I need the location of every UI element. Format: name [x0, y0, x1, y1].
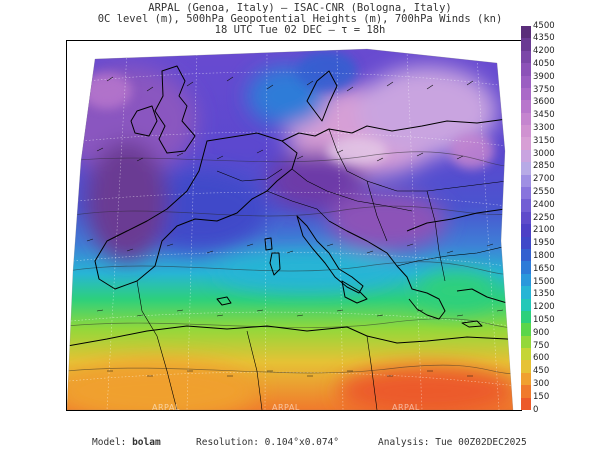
- colorbar-label: 450: [533, 366, 550, 377]
- freezing-level-field: [67, 49, 513, 410]
- colorbar-label: 1950: [533, 238, 555, 249]
- coastlines: [67, 65, 513, 347]
- colorbar-label: 3600: [533, 97, 555, 108]
- map-canvas: [67, 48, 514, 410]
- colorbar-swatch: [521, 348, 531, 361]
- colorbar-label: 3450: [533, 110, 555, 121]
- title-line-2: 0C level (m), 500hPa Geopotential Height…: [97, 13, 503, 25]
- graticule: [68, 50, 513, 410]
- colorbar-label: 150: [533, 391, 550, 402]
- colorbar-label: 1050: [533, 314, 555, 325]
- colorbar-label: 2400: [533, 199, 555, 210]
- colorbar-swatch: [521, 211, 531, 225]
- colorbar-label: 2850: [533, 161, 555, 172]
- analysis-info: Analysis: Tue 00Z02DEC2025: [378, 437, 527, 448]
- wind-barbs: [86, 76, 504, 377]
- colorbar-label: 1650: [533, 263, 555, 274]
- colorbar-label: 4350: [533, 33, 555, 44]
- colorbar-swatch: [521, 298, 531, 312]
- colorbar-labels: 4500 4350 4200 4050 3900 3750 3600 3450 3300 3150…: [533, 21, 593, 414]
- colorbar-label: 900: [533, 327, 550, 338]
- title-line-3: 18 UTC Tue 02 DEC — τ = 18h: [214, 24, 386, 36]
- colorbar-label: 3300: [533, 122, 555, 133]
- colorbar-label: 300: [533, 378, 550, 389]
- colorbar-swatch: [521, 323, 531, 337]
- colorbar-swatch: [521, 87, 531, 101]
- colorbar-label: 2700: [533, 174, 555, 185]
- colorbar-swatch: [521, 224, 531, 238]
- colorbar-label: 3000: [533, 148, 555, 159]
- colorbar-swatch: [521, 385, 531, 399]
- colorbar-label: 1500: [533, 276, 555, 287]
- colorbar-label: 1200: [533, 302, 555, 313]
- colorbar-swatch: [521, 38, 531, 52]
- model-info: Model: bolam: [92, 437, 161, 448]
- colorbar-swatch: [521, 75, 531, 89]
- colorbar-label: 4200: [533, 46, 555, 57]
- colorbar-label: 3150: [533, 135, 555, 146]
- colorbar-swatch: [521, 100, 531, 114]
- colorbar-label: 3750: [533, 84, 555, 95]
- colorbar-swatch: [521, 360, 531, 374]
- borders: [136, 128, 508, 410]
- geopotential-contours: [67, 151, 513, 374]
- colorbar-swatch: [521, 199, 531, 213]
- colorbar-swatch: [521, 248, 531, 262]
- colorbar-swatch: [521, 125, 531, 138]
- colorbar-label: 3900: [533, 71, 555, 82]
- colorbar-swatch: [521, 162, 531, 176]
- colorbar-label: 1350: [533, 289, 555, 300]
- colorbar-swatch: [521, 149, 531, 163]
- colorbar-swatch: [521, 112, 531, 126]
- colorbar-swatch: [521, 174, 531, 188]
- colorbar-swatch: [521, 273, 531, 287]
- colorbar-swatch: [521, 372, 531, 386]
- colorbar-swatch: [521, 236, 531, 250]
- colorbar-label: 2250: [533, 212, 555, 223]
- colorbar-swatch: [521, 286, 531, 299]
- watermark-2: ARPAL: [272, 403, 300, 411]
- colorbar-label: 750: [533, 340, 550, 351]
- colorbar-label: 1800: [533, 250, 555, 261]
- watermark-3: ARPAL: [392, 403, 420, 411]
- colorbar-label: 600: [533, 353, 550, 364]
- colorbar-label: 0: [533, 404, 539, 415]
- colorbar-swatch: [521, 137, 531, 151]
- colorbar-swatch: [521, 63, 531, 77]
- title-line-1: ARPAL (Genoa, Italy) — ISAC-CNR (Bologna…: [148, 2, 452, 14]
- colorbar-swatch: [521, 310, 531, 324]
- colorbar-swatch: [521, 50, 531, 64]
- resolution-info: Resolution: 0.104°x0.074°: [196, 437, 340, 448]
- colorbar-label: 4050: [533, 58, 555, 69]
- colorbar-label: 2550: [533, 186, 555, 197]
- colorbar-swatch: [521, 397, 531, 411]
- model-value: bolam: [132, 437, 161, 448]
- colorbar-swatch: [521, 261, 531, 275]
- colorbar-label: 4500: [533, 20, 555, 31]
- colorbar-swatch: [521, 26, 531, 39]
- colorbar-swatch: [521, 187, 531, 200]
- colorbar-label: 2100: [533, 225, 555, 236]
- colorbar: [521, 26, 531, 411]
- forecast-map: ARPAL ARPAL ARPAL: [66, 40, 522, 411]
- colorbar-swatch: [521, 335, 531, 349]
- watermark-1: ARPAL: [152, 403, 180, 411]
